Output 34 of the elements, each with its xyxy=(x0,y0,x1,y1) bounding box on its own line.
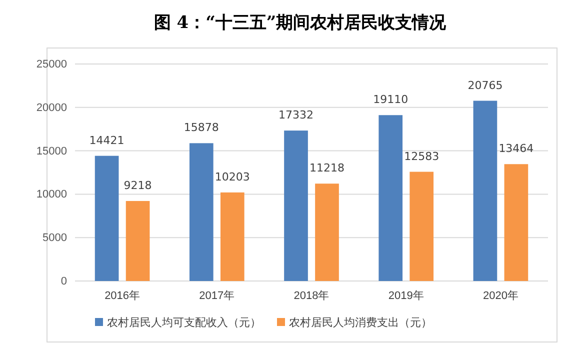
y-tick-label: 10000 xyxy=(36,188,67,201)
bar xyxy=(410,172,434,281)
bar xyxy=(220,192,244,281)
data-label: 20765 xyxy=(468,78,503,92)
data-label: 12583 xyxy=(404,150,440,163)
y-tick-label: 15000 xyxy=(36,145,67,158)
y-tick-label: 0 xyxy=(60,276,67,288)
bar xyxy=(378,115,403,281)
x-tick-label: 2020年 xyxy=(482,290,518,302)
data-label: 15878 xyxy=(184,121,219,134)
bar xyxy=(189,143,214,281)
x-tick-label: 2017年 xyxy=(199,290,235,302)
data-label: 9218 xyxy=(124,178,152,192)
x-tick-label: 2019年 xyxy=(388,290,424,302)
bar xyxy=(284,130,308,281)
data-label: 17332 xyxy=(278,108,314,122)
data-label: 11218 xyxy=(309,162,344,175)
bar xyxy=(315,184,339,281)
bar xyxy=(473,100,498,281)
chart-title: 图 4：“十三五”期间农村居民收支情况 xyxy=(154,13,448,33)
bar xyxy=(126,200,150,281)
data-label: 14421 xyxy=(89,134,124,147)
bar xyxy=(504,164,528,281)
bar xyxy=(94,156,119,281)
y-tick-label: 20000 xyxy=(36,102,67,114)
legend-label: 农村居民人均消费支出（元） xyxy=(289,316,432,329)
y-tick-label: 5000 xyxy=(42,232,67,244)
data-label: 13464 xyxy=(498,142,534,156)
data-label: 10203 xyxy=(214,170,250,184)
data-label: 19110 xyxy=(373,93,408,106)
x-tick-label: 2016年 xyxy=(104,290,140,302)
legend-label: 农村居民人均可支配收入（元） xyxy=(107,316,261,329)
x-tick-label: 2018年 xyxy=(294,290,330,302)
y-tick-label: 25000 xyxy=(36,58,67,71)
